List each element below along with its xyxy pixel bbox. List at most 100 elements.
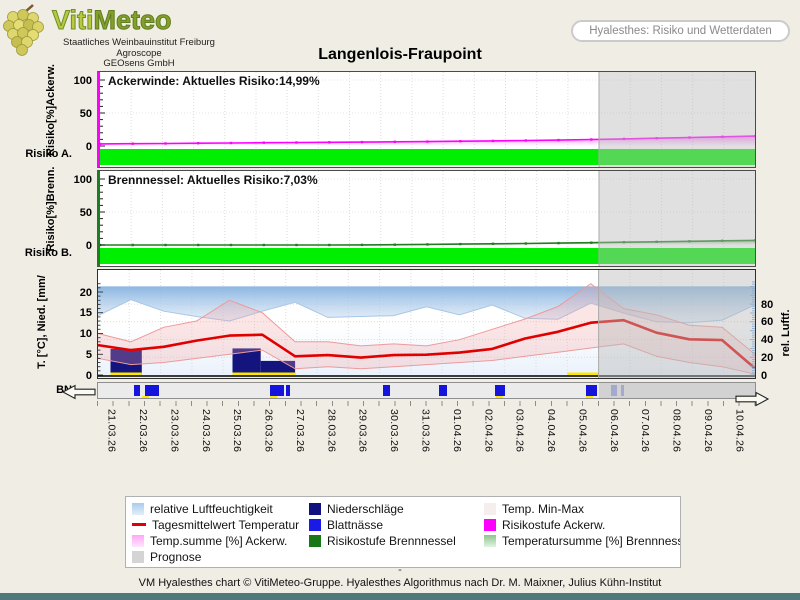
x-axis-label: 10.04.26 — [733, 409, 746, 453]
logo-subtitle-2: Agroscope — [116, 48, 162, 59]
leaf-wetness-mark — [270, 385, 285, 396]
y-axis-tick-label: 0 — [85, 140, 92, 153]
logo-subtitle-3: GEOsens GmbH — [103, 58, 175, 69]
footer-bar — [0, 593, 800, 600]
legend-swatch — [484, 503, 496, 515]
y-axis-tick-label: 10 — [79, 328, 92, 340]
y-axis-tick-label: 15 — [79, 307, 92, 320]
legend-swatch — [309, 519, 321, 531]
leaf-wetness-mark — [382, 385, 391, 396]
x-axis-label: 25.03.26 — [231, 409, 244, 453]
ackerwinde-annotation: Ackerwinde: Aktuelles Risiko:14,99% — [108, 74, 320, 88]
legend-item: Temperatursumme [%] Brennnessel — [484, 534, 681, 549]
legend-swatch — [484, 519, 496, 531]
leaf-wetness-yellow-dash — [495, 396, 503, 398]
legend-swatch — [309, 503, 321, 515]
legend-label: relative Luftfeuchtigkeit — [150, 502, 273, 516]
legend-label: Prognose — [150, 550, 202, 564]
y-axis-tick-label: 50 — [79, 107, 92, 120]
legend-label: Temperatursumme [%] Brennnessel — [502, 534, 681, 548]
y-axis-tick-label: 40 — [761, 334, 774, 347]
leaf-wetness-yellow-dash — [270, 396, 278, 398]
legend-label: Risikostufe Brennnessel — [327, 534, 456, 548]
x-axis-label: 21.03.26 — [105, 409, 118, 453]
forecast-overlay — [598, 383, 755, 398]
leaf-wetness-mark — [134, 385, 141, 396]
x-axis-label: 23.03.26 — [168, 409, 181, 453]
leaf-wetness-mark — [439, 385, 447, 396]
legend-swatch — [484, 535, 496, 547]
legend-swatch — [132, 535, 144, 547]
x-axis-label: 01.04.26 — [450, 409, 463, 453]
logo-title: VitiMeteo — [52, 5, 173, 36]
x-axis-label: 31.03.26 — [419, 409, 432, 453]
y-axis-tick-label: 0 — [761, 369, 768, 382]
x-axis-label: 24.03.26 — [199, 409, 212, 453]
leaf-wetness-strip — [97, 382, 756, 399]
x-axis-label: 26.03.26 — [262, 409, 275, 453]
legend-label: Blattnässe — [327, 518, 384, 532]
grapes-logo-icon — [3, 4, 44, 56]
hyalesthes-nav-button[interactable]: Hyalesthes: Risiko und Wetterdaten — [571, 20, 790, 42]
x-axis-label: 28.03.26 — [325, 409, 338, 453]
y-axis-tick-label: 20 — [761, 351, 774, 364]
y-axis-tick-label: 100 — [73, 74, 92, 87]
x-axis-label: 08.04.26 — [670, 409, 683, 453]
brennnessel-annotation: Brennnessel: Aktuelles Risiko:7,03% — [108, 173, 318, 187]
y-axis-tick-label: 50 — [79, 206, 92, 219]
legend-swatch — [132, 523, 146, 526]
leaf-wetness-yellow-dash — [586, 396, 594, 398]
logo-meteo: Meteo — [93, 5, 172, 36]
panel3-y-axis-title: T. [°C], Nied. [mm/ — [36, 275, 48, 369]
leaf-wetness-mark — [144, 385, 159, 396]
x-axis-label: 02.04.26 — [482, 409, 495, 453]
x-axis-label: 06.04.26 — [607, 409, 620, 453]
x-axis-label: 07.04.26 — [639, 409, 652, 453]
legend-item: Temp.summe [%] Ackerw. — [132, 534, 287, 549]
legend: relative Luftfeuchtigkeit Tagesmittelwert… — [125, 496, 681, 568]
x-axis-label: 29.03.26 — [356, 409, 369, 453]
chart-area: Ackerwinde: Aktuelles Risiko:14,99% Bren… — [97, 71, 756, 470]
legend-item: Blattnässe — [309, 518, 383, 533]
leaf-wetness-mark — [495, 385, 505, 396]
legend-swatch — [132, 551, 144, 563]
leaf-wetness-mark — [586, 385, 597, 396]
page-title: Langenlois-Fraupoint — [318, 46, 482, 63]
x-axis-labels: 21.03.26 22.03.26 23.03.26 24.03.26 25.03.26… — [97, 409, 756, 471]
y-axis-tick-label: 0 — [85, 239, 92, 252]
x-axis-label: 09.04.26 — [701, 409, 714, 453]
legend-label: Temp. Min-Max — [502, 502, 585, 516]
legend-item: relative Luftfeuchtigkeit — [132, 502, 273, 517]
legend-item: Risikostufe Brennnessel — [309, 534, 456, 549]
risiko-b-label: Risiko B. — [24, 247, 72, 259]
x-axis-label: 04.04.26 — [545, 409, 557, 453]
legend-label: Temp.summe [%] Ackerw. — [150, 534, 288, 548]
brennnessel-risk-panel: Brennnessel: Aktuelles Risiko:7,03% — [97, 170, 756, 267]
y-axis-tick-label: 80 — [761, 298, 774, 311]
legend-swatch — [132, 503, 144, 515]
legend-label: Risikostufe Ackerw. — [502, 518, 606, 532]
legend-item: Risikostufe Ackerw. — [484, 518, 605, 533]
x-axis-label: 22.03.26 — [137, 409, 150, 453]
footer-dash: - — [398, 564, 402, 576]
legend-swatch — [309, 535, 321, 547]
legend-item: Prognose — [132, 550, 201, 565]
legend-label: Niederschläge — [327, 502, 404, 516]
x-axis-label: 30.03.26 — [388, 409, 401, 453]
logo-subtitle-1: Staatliches Weinbauinstitut Freiburg — [63, 37, 215, 48]
humidity-axis-title: rel. Luftf. — [780, 309, 792, 357]
legend-label: Tagesmittelwert Temperatur — [152, 518, 300, 532]
x-axis-label: 05.04.26 — [576, 409, 589, 453]
leaf-wetness-yellow-dash — [141, 396, 149, 398]
y-axis-tick-label: 0 — [85, 369, 92, 382]
y-axis-tick-label: 60 — [761, 316, 774, 329]
pan-left-arrow-icon[interactable] — [60, 384, 98, 400]
y-axis-tick-label: 20 — [79, 286, 92, 299]
weather-panel — [97, 269, 756, 379]
logo-viti: Viti — [52, 5, 95, 36]
y-axis-tick-label: 100 — [73, 173, 92, 186]
leaf-wetness-mark — [285, 385, 291, 396]
x-axis-ticks — [97, 401, 756, 406]
pan-right-arrow-icon[interactable] — [733, 391, 771, 407]
risiko-a-label: Risiko A. — [25, 148, 72, 160]
